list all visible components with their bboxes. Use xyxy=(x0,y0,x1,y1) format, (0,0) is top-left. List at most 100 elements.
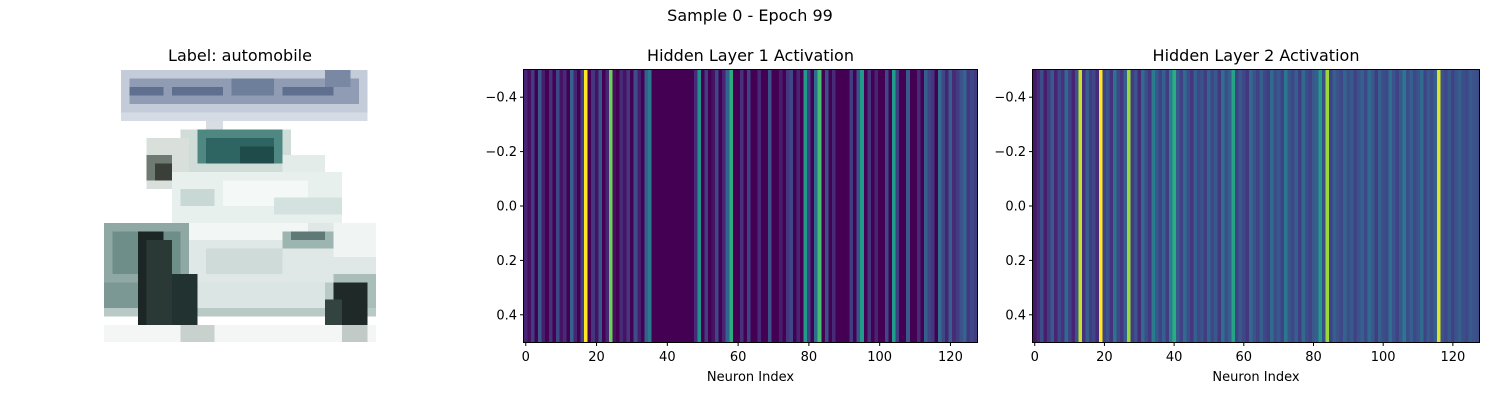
heatmap-1-cell xyxy=(849,70,854,342)
heatmap-1-cell xyxy=(577,70,581,342)
heatmap-1-cell xyxy=(941,70,946,342)
heatmap-1-ytick-label: 0.2 xyxy=(496,254,517,269)
heatmap-2-cell xyxy=(1315,70,1319,342)
heatmap-1-cell xyxy=(570,70,574,342)
heatmap-1-cell xyxy=(920,70,924,342)
heatmap-2-cell xyxy=(1095,70,1100,342)
heatmap-2-cell xyxy=(1078,70,1082,342)
heatmap-1-cell xyxy=(679,70,684,342)
heatmap-2-cell xyxy=(1235,70,1239,342)
heatmap-1-xlabel: Neuron Index xyxy=(706,370,795,385)
heatmap-1-cell xyxy=(658,70,663,342)
heatmap-1-cell xyxy=(580,70,585,342)
heatmap-1-cell xyxy=(538,70,542,342)
heatmap-1-ytick-label: 0.4 xyxy=(496,308,517,323)
heatmap-1-cell xyxy=(923,70,928,342)
heatmap-2-cell xyxy=(1109,70,1114,342)
heatmap-2-xtick: 120 xyxy=(1440,342,1465,365)
heatmap-2-cell xyxy=(1367,70,1372,342)
heatmap-2-cell xyxy=(1189,70,1194,342)
input-image xyxy=(104,70,376,342)
heatmap-2-cell xyxy=(1217,70,1222,342)
heatmap-2-cell xyxy=(1207,70,1211,342)
heatmap-1-cell xyxy=(838,70,843,342)
heatmap-2-cell xyxy=(1290,70,1295,342)
heatmap-2-cell xyxy=(1308,70,1312,342)
heatmap-1-cell xyxy=(757,70,762,342)
heatmap-2-cell xyxy=(1329,70,1333,342)
heatmap-1-ytick: −0.4 xyxy=(485,91,524,106)
heatmap-2-cell xyxy=(1398,70,1403,342)
heatmap-1-cell xyxy=(566,70,571,342)
heatmap-1-cell xyxy=(552,70,556,342)
heatmap-2-cell xyxy=(1262,70,1267,342)
heatmap-1-cell xyxy=(810,70,815,342)
heatmap-1-xtick-label: 80 xyxy=(801,350,818,365)
heatmap-1-cell xyxy=(888,70,893,342)
heatmap-2-cell xyxy=(1256,70,1260,342)
heatmap-1-cell xyxy=(555,70,560,342)
heatmap-2-cell xyxy=(1245,70,1250,342)
heatmap-2-cell xyxy=(1036,70,1041,342)
heatmap-2-cell xyxy=(1085,70,1089,342)
heatmap-2-cell xyxy=(1175,70,1180,342)
heatmap-2-cell xyxy=(1228,70,1232,342)
heatmap-2-cell xyxy=(1141,70,1145,342)
heatmap-1-cell xyxy=(884,70,889,342)
heatmap-1-cell xyxy=(842,70,847,342)
heatmap-2-cell xyxy=(1179,70,1183,342)
heatmap-1-cell xyxy=(764,70,769,342)
heatmap-1-xtick-label: 40 xyxy=(659,350,676,365)
heatmap-2-cell xyxy=(1193,70,1197,342)
heatmap-1-cell xyxy=(715,70,719,342)
heatmap-1-cell xyxy=(633,70,638,342)
heatmap-1-xtick-label: 120 xyxy=(938,350,963,365)
heatmap-1-cell xyxy=(562,70,567,342)
heatmap-2-cell xyxy=(1395,70,1399,342)
heatmap-2-cell xyxy=(1318,70,1323,342)
heatmap-2-cell xyxy=(1158,70,1162,342)
heatmap-1-cell xyxy=(665,70,670,342)
heatmap-1-cell xyxy=(545,70,549,342)
heatmap-1-cell xyxy=(870,70,875,342)
heatmap-1-cell xyxy=(534,70,539,342)
heatmap-2-cell xyxy=(1137,70,1142,342)
heatmap-2-cell xyxy=(1214,70,1218,342)
heatmap-1-xtick: 80 xyxy=(801,342,818,365)
heatmap-2-cell xyxy=(1067,70,1072,342)
heatmap-2-cell xyxy=(1154,70,1159,342)
heatmap-2-cell xyxy=(1057,70,1061,342)
heatmap-1-cell xyxy=(693,70,698,342)
heatmap-2-cells xyxy=(1033,70,1479,342)
heatmap-2-cell xyxy=(1224,70,1229,342)
heatmap-2-cell xyxy=(1221,70,1225,342)
heatmap-2-cell xyxy=(1099,70,1103,342)
heatmap-1-cell xyxy=(969,70,974,342)
heatmap-2-ytick-label: −0.4 xyxy=(994,91,1026,106)
heatmap-2-xtick-label: 80 xyxy=(1305,350,1322,365)
heatmap-2-cell xyxy=(1451,70,1455,342)
heatmap-1-plot-area xyxy=(523,69,978,343)
heatmap-2-cell xyxy=(1053,70,1058,342)
heatmap-1-cell xyxy=(948,70,953,342)
heatmap-1-cell xyxy=(672,70,677,342)
heatmap-1-cell xyxy=(785,70,790,342)
heatmap-1-cell xyxy=(598,70,602,342)
heatmap-2-cell xyxy=(1402,70,1406,342)
heatmap-1-cells xyxy=(524,70,977,342)
heatmap-1-cell xyxy=(962,70,967,342)
heatmap-2-cell xyxy=(1165,70,1169,342)
heatmap-2-cell xyxy=(1311,70,1316,342)
heatmap-1-cell xyxy=(761,70,765,342)
heatmap-1-xtick: 40 xyxy=(659,342,676,365)
heatmap-1-cell xyxy=(697,70,702,342)
heatmap-1-cell xyxy=(824,70,829,342)
heatmap-2-cell xyxy=(1377,70,1382,342)
heatmap-2-cell xyxy=(1147,70,1152,342)
heatmap-2-cell xyxy=(1231,70,1236,342)
heatmap-1-cell xyxy=(867,70,871,342)
heatmap-2-cell xyxy=(1297,70,1302,342)
heatmap-2-cell xyxy=(1081,70,1086,342)
heatmap-1-cell xyxy=(775,70,779,342)
heatmap-2-xtick-label: 120 xyxy=(1440,350,1465,365)
